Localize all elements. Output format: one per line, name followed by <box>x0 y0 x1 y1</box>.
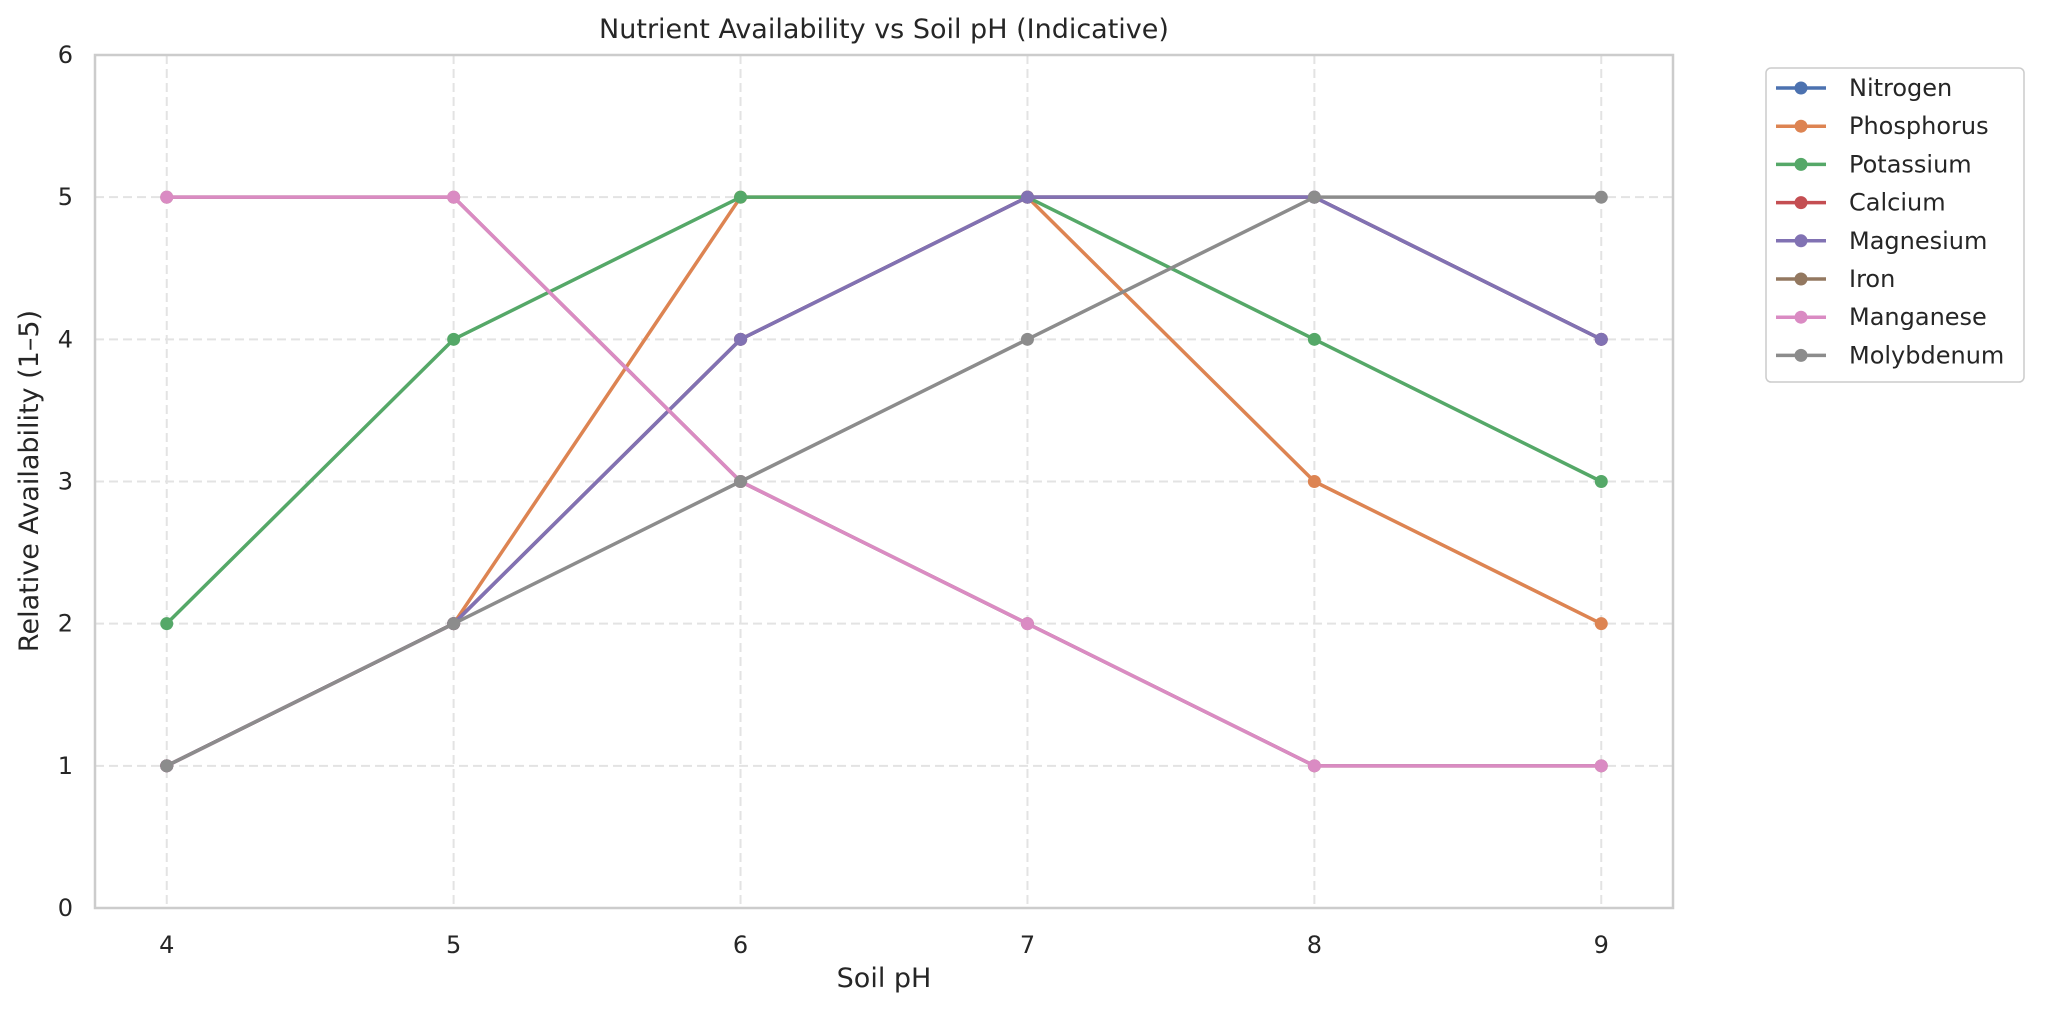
legend-label-manganese: Manganese <box>1849 303 1987 331</box>
legend-label-magnesium: Magnesium <box>1849 227 1987 255</box>
series-lines <box>160 190 1608 773</box>
data-point-potassium <box>1594 475 1608 488</box>
data-point-potassium <box>447 332 461 346</box>
legend-marker-manganese <box>1794 310 1808 324</box>
y-tick-label: 4 <box>58 325 73 353</box>
y-tick-label: 1 <box>58 752 73 780</box>
y-axis-label: Relative Availability (1–5) <box>14 310 45 652</box>
data-point-potassium <box>734 190 748 204</box>
data-point-manganese <box>1307 759 1321 773</box>
data-point-manganese <box>1594 759 1608 773</box>
legend-item-molybdenum: Molybdenum <box>1776 341 2004 369</box>
series-potassium <box>160 190 1608 631</box>
y-tick-label: 2 <box>58 610 73 638</box>
data-point-molybdenum <box>160 759 174 773</box>
legend-label-calcium: Calcium <box>1849 189 1946 217</box>
legend-marker-molybdenum <box>1794 348 1808 362</box>
legend-label-potassium: Potassium <box>1849 150 1972 178</box>
y-tick-label: 6 <box>58 41 73 69</box>
series-line-potassium <box>165 195 1603 625</box>
legend-item-phosphorus: Phosphorus <box>1776 112 1989 140</box>
x-tick-label: 7 <box>1020 931 1035 959</box>
data-point-molybdenum <box>447 617 461 631</box>
series-line-manganese <box>166 195 1602 768</box>
legend-item-iron: Iron <box>1776 265 1895 293</box>
legend-marker-iron <box>1794 272 1808 286</box>
legend-marker-phosphorus <box>1794 119 1808 133</box>
legend-marker-nitrogen <box>1794 81 1808 95</box>
legend-item-magnesium: Magnesium <box>1776 227 1987 255</box>
x-tick-labels: 4 5 6 7 8 9 <box>159 931 1609 959</box>
data-point-magnesium <box>1594 332 1608 346</box>
legend-item-nitrogen: Nitrogen <box>1776 74 1952 102</box>
y-tick-label: 0 <box>58 894 73 922</box>
legend-frame <box>1765 67 2025 383</box>
x-tick-label: 4 <box>159 931 174 959</box>
series-line-molybdenum <box>165 195 1602 768</box>
y-tick-label: 3 <box>58 468 73 496</box>
legend-marker-potassium <box>1794 157 1808 171</box>
x-tick-label: 9 <box>1594 931 1609 959</box>
legend-label-iron: Iron <box>1849 265 1895 293</box>
y-tick-label: 5 <box>58 183 73 211</box>
plot-frame <box>93 53 1675 910</box>
data-point-molybdenum <box>734 475 748 488</box>
data-point-magnesium <box>1020 190 1034 204</box>
chart-title: Nutrient Availability vs Soil pH (Indica… <box>599 14 1169 45</box>
x-tick-label: 6 <box>733 931 748 959</box>
data-point-molybdenum <box>1594 190 1608 204</box>
data-point-manganese <box>1020 617 1034 631</box>
x-tick-label: 5 <box>446 931 461 959</box>
data-point-potassium <box>160 617 174 631</box>
legend-label-phosphorus: Phosphorus <box>1849 112 1989 140</box>
legend-label-nitrogen: Nitrogen <box>1849 74 1952 102</box>
legend-item-manganese: Manganese <box>1776 303 1987 331</box>
series-molybdenum <box>160 190 1608 773</box>
data-point-potassium <box>1307 332 1321 346</box>
data-point-phosphorus <box>1594 617 1608 631</box>
data-point-magnesium <box>734 332 748 346</box>
legend-item-calcium: Calcium <box>1776 189 1946 217</box>
legend-marker-calcium <box>1794 196 1808 210</box>
data-point-manganese <box>447 190 461 204</box>
grid <box>95 54 1673 909</box>
y-tick-labels: 0 1 2 3 4 5 6 <box>58 41 73 922</box>
x-tick-label: 8 <box>1307 931 1322 959</box>
legend-item-potassium: Potassium <box>1776 150 1972 178</box>
legend-label-molybdenum: Molybdenum <box>1849 341 2004 369</box>
legend: Nitrogen Phosphorus Potassium Calcium Magnes… <box>1765 67 2025 383</box>
data-point-molybdenum <box>1020 332 1034 346</box>
data-point-molybdenum <box>1307 190 1321 204</box>
data-point-manganese <box>160 190 174 204</box>
x-axis-label: Soil pH <box>837 963 932 994</box>
legend-marker-magnesium <box>1794 234 1808 248</box>
data-point-phosphorus <box>1307 475 1321 488</box>
